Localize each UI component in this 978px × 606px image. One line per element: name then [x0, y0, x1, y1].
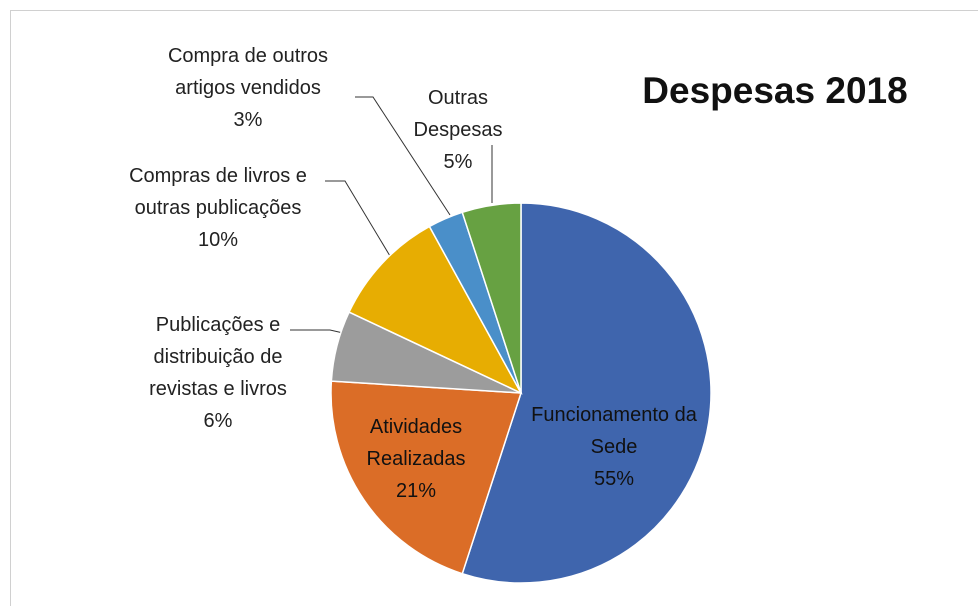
chart-border — [10, 10, 978, 606]
slice-label: Compra de outros artigos vendidos 3% — [163, 40, 333, 136]
slice-label: Funcionamento da Sede 55% — [519, 399, 709, 495]
category-label: Compras de livros e outras publicações — [129, 165, 307, 219]
category-label: Funcionamento da Sede — [531, 404, 697, 458]
chart-title: Despesas 2018 — [642, 70, 908, 111]
pie-slice — [461, 202, 712, 584]
value-label: 21% — [395, 480, 437, 502]
category-label: Compra de outros artigos vendidos — [167, 45, 329, 99]
slice-label: Compras de livros e outras publicações 10… — [128, 160, 308, 256]
slice-label: Atividades Realizadas 21% — [351, 411, 481, 507]
category-label: Outras Despesas — [413, 87, 503, 141]
value-label: 5% — [443, 151, 473, 173]
category-label: Atividades Realizadas — [366, 416, 466, 470]
leader-line — [325, 180, 391, 257]
value-label: 6% — [203, 410, 233, 432]
value-label: 55% — [593, 468, 635, 490]
pie-slice — [330, 380, 523, 575]
leader-line — [355, 96, 451, 216]
value-label: 10% — [197, 229, 239, 251]
category-label: Publicações e distribuição de revistas e… — [149, 314, 287, 400]
value-label: 3% — [233, 109, 263, 131]
pie-slice — [461, 202, 522, 394]
pie-slice — [348, 225, 523, 395]
slice-label: Outras Despesas 5% — [398, 82, 518, 178]
slice-label: Publicações e distribuição de revistas e… — [118, 309, 318, 437]
